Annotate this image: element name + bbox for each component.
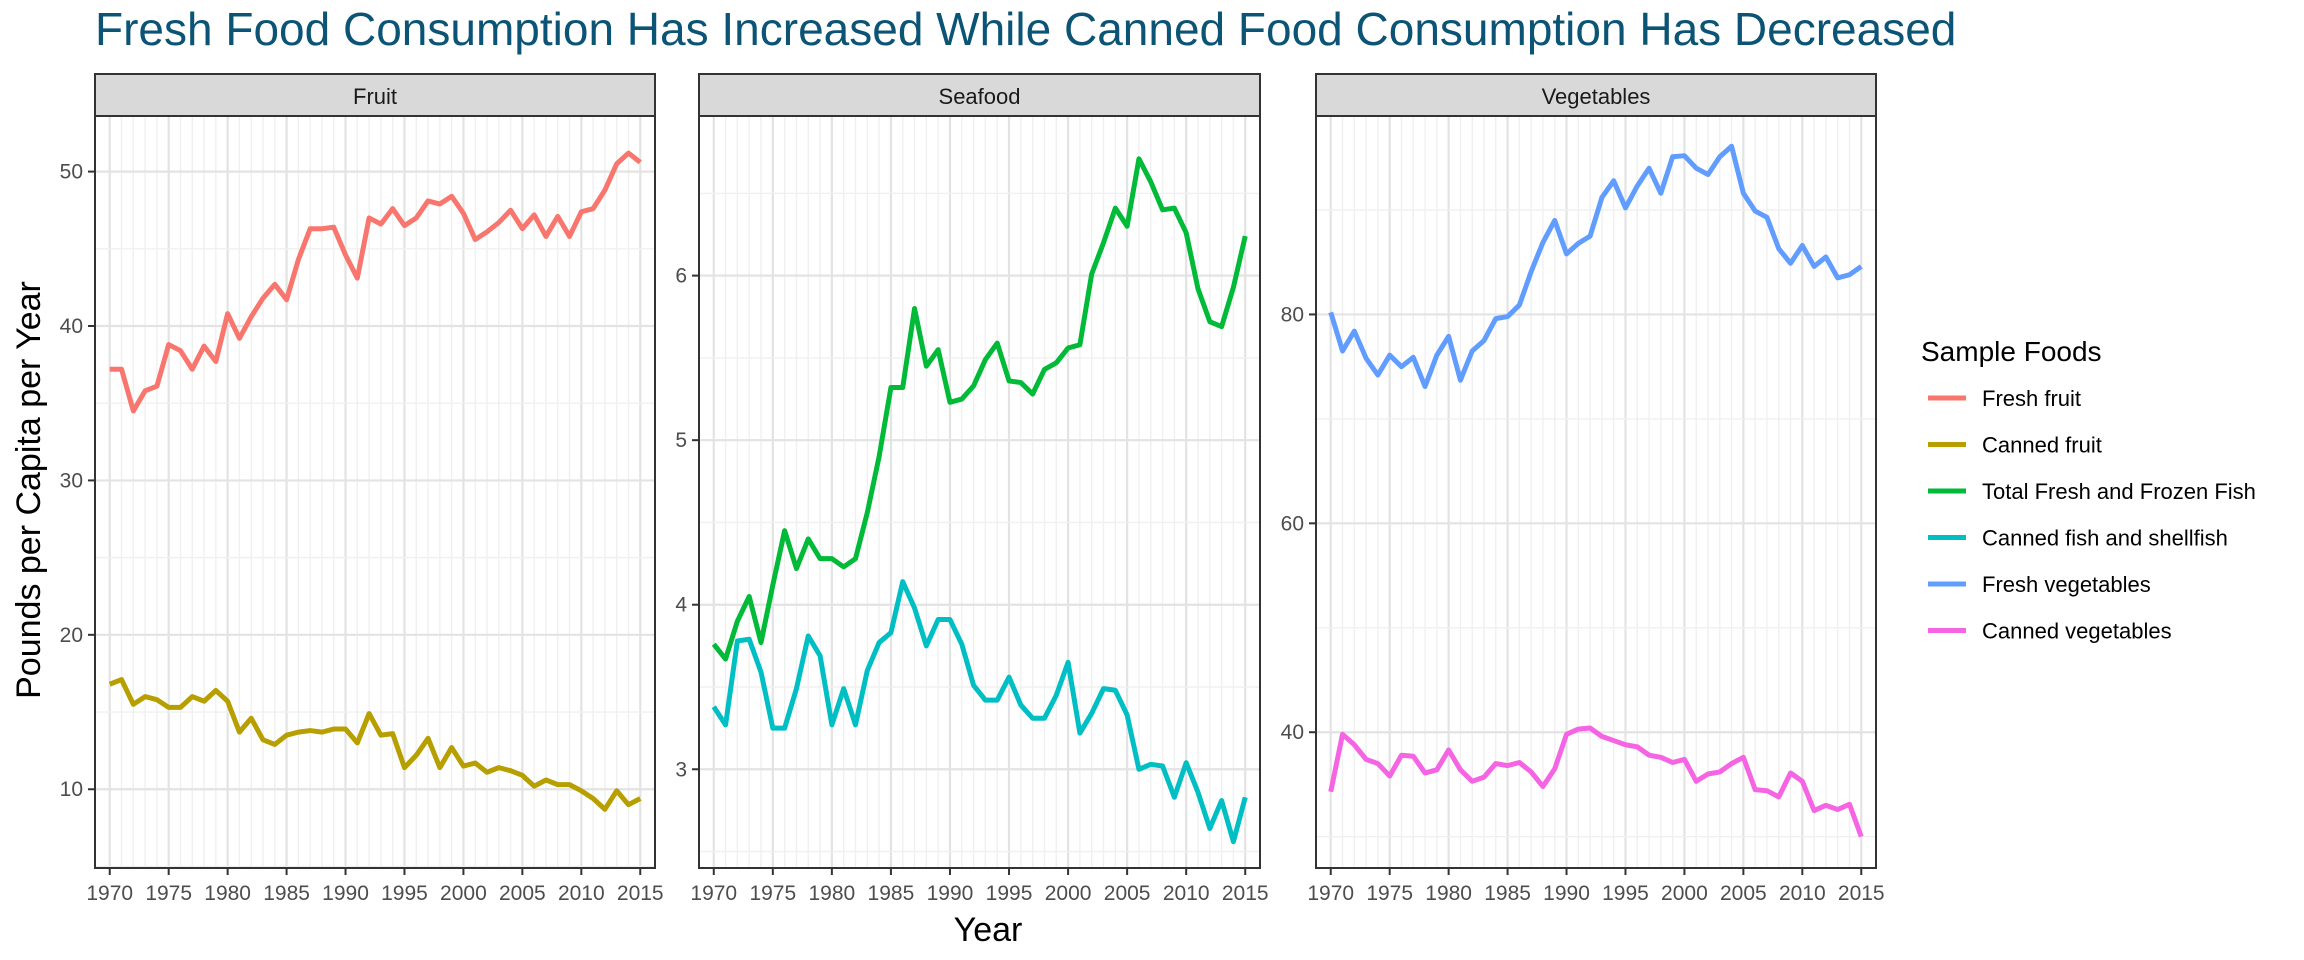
series-line-total-fresh-and-frozen-fish xyxy=(711,156,1248,662)
panel-background xyxy=(699,116,1260,868)
panels: Fruit 10 20 30 40 50 1970 1975 1980 1985 1990 1995 2… xyxy=(60,73,1885,905)
legend-item: Canned fruit xyxy=(1928,433,2102,458)
x-tick-label: 1970 xyxy=(86,882,133,905)
panel-vegetables: Vegetables 40 60 80 1970 1975 1980 1985 1990 1995… xyxy=(1281,73,1885,905)
x-tick-label: 2015 xyxy=(1222,882,1269,905)
legend-item: Fresh vegetables xyxy=(1928,572,2151,597)
x-tick-label: 2010 xyxy=(1163,882,1210,905)
y-tick-label: 4 xyxy=(675,594,687,617)
y-tick-label: 40 xyxy=(1281,721,1304,744)
y-tick-label: 6 xyxy=(675,265,687,288)
legend-label: Canned vegetables xyxy=(1982,619,2172,644)
x-tick-label: 1970 xyxy=(690,882,737,905)
y-tick-label: 10 xyxy=(60,778,83,801)
legend-item: Fresh fruit xyxy=(1928,386,2081,411)
panel-fruit: Fruit 10 20 30 40 50 1970 1975 1980 1985 1990 1995 2… xyxy=(60,73,664,905)
x-tick-label: 1980 xyxy=(809,882,856,905)
series-line-fresh-vegetables xyxy=(1328,143,1863,390)
x-tick-label: 2005 xyxy=(1720,882,1767,905)
strip-background xyxy=(1315,73,1877,117)
series-line-canned-vegetables xyxy=(1328,725,1864,838)
x-tick-label: 1985 xyxy=(263,882,310,905)
x-tick-label: 2000 xyxy=(1661,882,1708,905)
panel-border xyxy=(1315,115,1877,869)
x-tick-label: 1980 xyxy=(204,882,251,905)
y-tick-label: 60 xyxy=(1281,512,1304,535)
panel-border xyxy=(698,115,1261,869)
x-tick-label: 2015 xyxy=(617,882,664,905)
x-tick-label: 1995 xyxy=(1602,882,1649,905)
legend-item: Canned vegetables xyxy=(1928,619,2172,644)
x-tick-label: 2005 xyxy=(499,882,546,905)
y-tick-label: 3 xyxy=(675,758,687,781)
x-tick-label: 1985 xyxy=(868,882,915,905)
strip-background xyxy=(698,73,1261,117)
x-tick-label: 1985 xyxy=(1484,882,1531,905)
x-tick-label: 1990 xyxy=(1543,882,1590,905)
x-tick-label: 2000 xyxy=(1045,882,1092,905)
legend-label: Canned fruit xyxy=(1982,433,2102,458)
panel-border xyxy=(94,115,656,869)
x-tick-label: 2010 xyxy=(558,882,605,905)
x-tick-label: 1975 xyxy=(145,882,192,905)
strip-background xyxy=(94,73,656,117)
y-tick-label: 30 xyxy=(60,469,83,492)
x-tick-label: 2010 xyxy=(1779,882,1826,905)
x-tick-label: 1980 xyxy=(1425,882,1472,905)
y-tick-label: 50 xyxy=(60,161,83,184)
x-tick-label: 1995 xyxy=(986,882,1033,905)
legend-item: Canned fish and shellfish xyxy=(1928,526,2228,551)
y-tick-label: 5 xyxy=(675,429,687,452)
x-tick-label: 1975 xyxy=(1366,882,1413,905)
strip-label: Vegetables xyxy=(1542,84,1651,109)
panel-background xyxy=(1316,116,1876,868)
y-tick-label: 40 xyxy=(60,315,83,338)
panel-seafood: Seafood 3 4 5 6 1970 1975 1980 1985 1990 1995 2000 2… xyxy=(675,73,1269,905)
legend-item: Total Fresh and Frozen Fish xyxy=(1928,479,2256,504)
legend-title: Sample Foods xyxy=(1921,336,2102,367)
y-tick-label: 80 xyxy=(1281,303,1304,326)
series-line-canned-fruit xyxy=(108,677,642,812)
x-tick-label: 2005 xyxy=(1104,882,1151,905)
series-line-fresh-fruit xyxy=(109,150,642,414)
legend: Sample Foods Fresh fruit Canned fruit Tota… xyxy=(1921,336,2256,644)
legend-label: Fresh fruit xyxy=(1982,386,2081,411)
x-axis-title: Year xyxy=(954,911,1023,949)
x-tick-label: 2000 xyxy=(440,882,487,905)
x-tick-label: 1975 xyxy=(749,882,796,905)
x-tick-label: 1990 xyxy=(927,882,974,905)
panel-background xyxy=(95,116,655,868)
y-tick-label: 20 xyxy=(60,624,83,647)
x-tick-label: 1990 xyxy=(322,882,369,905)
y-axis-title: Pounds per Capita per Year xyxy=(10,281,48,699)
strip-label: Seafood xyxy=(939,84,1021,109)
x-tick-label: 1970 xyxy=(1307,882,1354,905)
legend-label: Fresh vegetables xyxy=(1982,572,2151,597)
legend-label: Canned fish and shellfish xyxy=(1982,526,2228,551)
x-tick-label: 1995 xyxy=(381,882,428,905)
x-tick-label: 2015 xyxy=(1838,882,1885,905)
series-line-canned-fish-and-shellfish xyxy=(711,579,1248,845)
chart-title: Fresh Food Consumption Has Increased Whi… xyxy=(95,3,1956,55)
strip-label: Fruit xyxy=(353,84,397,109)
legend-label: Total Fresh and Frozen Fish xyxy=(1982,479,2256,504)
